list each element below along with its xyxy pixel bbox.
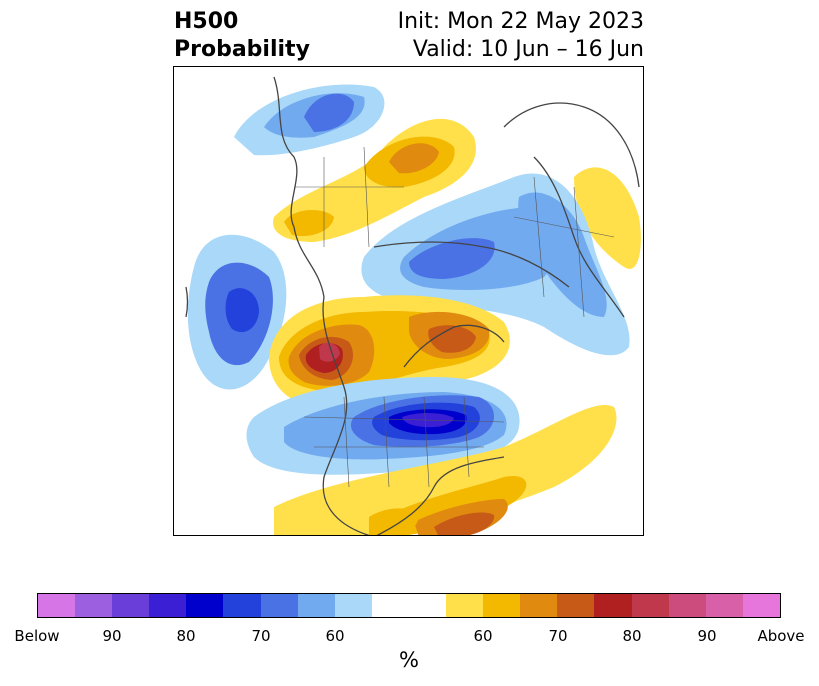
political-borders (294, 146, 615, 488)
title-right: Init: Mon 22 May 2023 Valid: 10 Jun – 16… (398, 8, 644, 64)
colorbar-segment (742, 594, 780, 617)
colorbar (37, 593, 781, 618)
colorbar-segment (557, 594, 595, 617)
colorbar-unit-label: % (399, 648, 419, 672)
colorbar-segment (75, 594, 113, 617)
colorbar-tick-label: 90 (102, 627, 122, 645)
colorbar-tick-label: 70 (548, 627, 568, 645)
colorbar-segment (668, 594, 706, 617)
colorbar-segment (334, 594, 372, 617)
colorbar-segment (223, 594, 261, 617)
colorbar-tick-label: 70 (251, 627, 271, 645)
colorbar-segment (371, 594, 447, 617)
southeast-above-region (274, 405, 617, 535)
colorbar-segment (38, 594, 76, 617)
title-variable: H500 (174, 9, 239, 34)
valid-period: Valid: 10 Jun – 16 Jun (412, 37, 644, 62)
colorbar-tick-label: 80 (622, 627, 642, 645)
colorbar-segment (186, 594, 224, 617)
title-product: Probability (174, 37, 310, 62)
east-above-region (574, 167, 641, 269)
colorbar-segment (520, 594, 558, 617)
colorbar-tick-label: Above (757, 627, 805, 645)
title-left: H500 Probability (174, 8, 310, 64)
colorbar-tick-label: Below (14, 627, 60, 645)
colorbar-segment (705, 594, 743, 617)
colorbar-segment (483, 594, 521, 617)
init-time: Init: Mon 22 May 2023 (397, 9, 644, 34)
map-canvas (185, 76, 641, 535)
colorbar-segment (149, 594, 187, 617)
colorbar-tick-label: 60 (325, 627, 345, 645)
colorbar-tick-label: 90 (697, 627, 717, 645)
colorbar-segment (594, 594, 632, 617)
probability-map (173, 66, 644, 536)
colorbar-segment (297, 594, 335, 617)
colorbar-segment (446, 594, 484, 617)
colorbar-tick-label: 80 (176, 627, 196, 645)
colorbar-segment (112, 594, 150, 617)
coastlines (185, 76, 640, 535)
colorbar-segment (260, 594, 298, 617)
colorbar-tick-label: 60 (473, 627, 493, 645)
colorbar-segment (631, 594, 669, 617)
probability-shading (187, 84, 641, 535)
